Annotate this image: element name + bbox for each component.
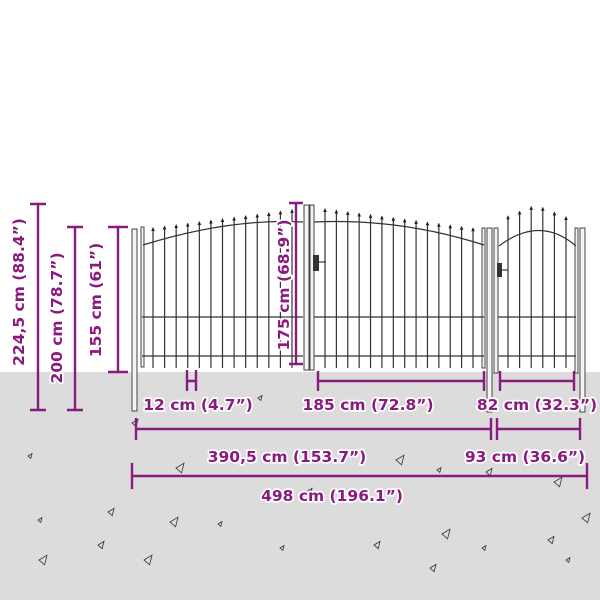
center-post-right <box>309 204 315 371</box>
pebble-mark <box>441 528 451 540</box>
spike-tip <box>185 222 190 227</box>
spike-tip <box>541 206 545 211</box>
spike-tip <box>323 208 327 212</box>
pebble-mark <box>305 487 313 497</box>
dimension-post-height: 200 cm (78.7”) <box>46 225 83 412</box>
small-gate-hinge-post <box>493 227 499 374</box>
right-gate-stile <box>481 227 486 369</box>
ground-gap-label: 12 cm (4.7”) <box>143 396 253 414</box>
spike-tip <box>255 213 260 218</box>
spike-tip <box>448 224 453 229</box>
pebble-mark <box>279 544 285 552</box>
gate-height-label: 175 cm (68.9”) <box>275 219 293 350</box>
spike-tip <box>232 216 236 221</box>
left-post <box>131 228 138 412</box>
dimension-panel-height: 155 cm (61”) <box>85 225 128 374</box>
pebble-mark <box>565 556 571 564</box>
ground-pebbles <box>27 394 591 573</box>
spike-tip <box>517 210 522 215</box>
right-post <box>579 227 586 413</box>
pebble-mark <box>143 554 153 566</box>
pebble-mark <box>481 544 487 552</box>
left-gate-stile <box>140 226 145 368</box>
dimension-single-gate-width: 82 cm (32.3”) <box>475 371 599 416</box>
spike-tip <box>243 214 248 219</box>
spike-tip <box>380 215 384 220</box>
spike-tip <box>414 219 418 224</box>
small-gate-latch-stile <box>574 227 579 374</box>
pebble-mark <box>37 516 43 524</box>
dimension-double-section-width: 390,5 cm (153.7”) <box>134 418 493 468</box>
top-arc-small-gate <box>498 229 577 247</box>
dimension-total-width: 498 cm (196.1”) <box>130 463 589 507</box>
top-arc-left-leaf <box>142 220 304 246</box>
pebble-mark <box>553 476 563 488</box>
pebble-mark <box>107 507 115 517</box>
total-height-label: 224,5 cm (88.4”) <box>10 218 28 366</box>
spike-tip <box>552 211 557 216</box>
spike-tip <box>151 227 155 231</box>
pebble-mark <box>169 516 179 528</box>
spike-tip <box>471 227 475 232</box>
spike-tip <box>402 218 407 223</box>
spike-tip <box>162 225 167 230</box>
pebble-mark <box>429 563 437 573</box>
dimension-total-height: 224,5 cm (88.4”) <box>8 202 46 412</box>
spike-tip <box>278 210 283 215</box>
top-arc-right-leaf <box>313 220 485 246</box>
total-width-label: 498 cm (196.1”) <box>261 487 403 505</box>
gate-latch <box>313 255 319 271</box>
spike-tip <box>368 213 373 218</box>
spike-tip <box>506 215 510 220</box>
middle-post <box>486 227 493 413</box>
spike-tip <box>334 209 339 214</box>
dimension-double-gate-width: 185 cm (72.8”) <box>301 371 486 416</box>
spike-tip <box>197 220 202 225</box>
dimension-ground-gap: 12 cm (4.7”) <box>141 370 255 416</box>
spike-tip <box>345 210 350 215</box>
panel-height-label: 155 cm (61”) <box>87 243 105 357</box>
spike-tip <box>564 216 568 220</box>
spike-tip <box>220 217 225 222</box>
pebble-mark <box>175 462 185 474</box>
spike-tip <box>290 208 294 213</box>
pebble-mark <box>257 394 263 402</box>
fence-gate-drawing <box>131 204 586 413</box>
spike-tip <box>529 205 533 210</box>
pebble-mark <box>485 467 493 477</box>
spike-tip <box>174 223 178 228</box>
spike-tip <box>425 221 430 226</box>
pebble-mark <box>547 535 555 545</box>
single-section-width-label: 93 cm (36.6”) <box>465 448 585 466</box>
spike-tip <box>437 222 441 227</box>
spike-tip <box>267 211 271 216</box>
pebble-mark <box>97 540 105 550</box>
small-gate-latch <box>497 263 502 277</box>
pebble-mark <box>373 540 381 550</box>
spike-tip <box>459 225 464 230</box>
single-gate-width-label: 82 cm (32.3”) <box>477 396 597 414</box>
spike-tip <box>391 216 396 221</box>
double-section-width-label: 390,5 cm (153.7”) <box>208 448 367 466</box>
ground <box>0 372 600 600</box>
spike-tip <box>357 212 361 217</box>
pebble-mark <box>27 452 33 460</box>
center-post-left <box>303 204 310 371</box>
dimension-single-section-width: 93 cm (36.6”) <box>463 418 587 468</box>
spike-tip <box>209 219 213 224</box>
pebble-mark <box>217 520 223 528</box>
double-gate-width-label: 185 cm (72.8”) <box>302 396 433 414</box>
pebble-mark <box>436 466 442 474</box>
pebble-mark <box>395 454 405 466</box>
dimension-gate-height: 175 cm (68.9”) <box>273 201 303 366</box>
post-height-label: 200 cm (78.7”) <box>48 252 66 383</box>
pebble-mark <box>581 512 591 524</box>
pebble-mark <box>38 554 48 566</box>
